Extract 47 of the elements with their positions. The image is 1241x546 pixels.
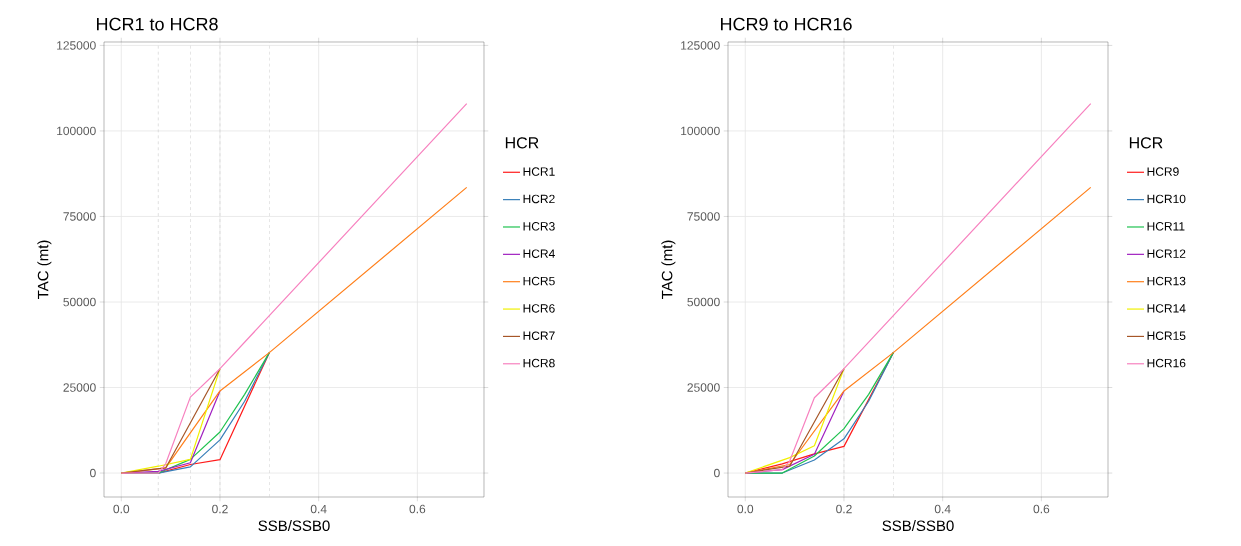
legend-label: HCR10 [1147, 194, 1186, 204]
x-tick-label: 0.6 [409, 504, 426, 514]
x-tick-label: 0.2 [836, 504, 852, 514]
legend-label: HCR1 [523, 167, 555, 176]
y-tick-label: 125000 [681, 41, 720, 50]
legend-label: HCR2 [523, 194, 555, 204]
line-series [120, 102, 468, 474]
y-tick-label: 100000 [57, 126, 96, 136]
legend-label: HCR4 [523, 249, 555, 258]
x-tick-label: 0.6 [1033, 504, 1050, 514]
y-tick-label: 0 [714, 468, 720, 478]
line-series [744, 102, 1092, 474]
x-tick-label: 0.2 [212, 504, 228, 514]
y-tick-label: 75000 [687, 212, 720, 221]
legend-label: HCR14 [1147, 304, 1186, 313]
x-tick-label: 0.4 [934, 504, 951, 514]
line-series [744, 352, 894, 474]
legend-label: HCR7 [523, 331, 555, 340]
legend-label: HCR15 [1147, 331, 1186, 340]
y-tick-label: 50000 [63, 297, 96, 307]
legend-label: HCR11 [1147, 222, 1185, 231]
chart-title: HCR1 to HCR8 [97, 17, 218, 31]
legend-label: HCR16 [1147, 358, 1186, 368]
legend-title: HCR [505, 137, 539, 149]
legend-label: HCR13 [1147, 276, 1186, 286]
legend-label: HCR3 [523, 222, 555, 231]
y-tick-label: 25000 [63, 383, 96, 392]
legend-label: HCR8 [523, 358, 555, 368]
x-axis-title: SSB/SSB0 [882, 520, 954, 532]
y-tick-label: 75000 [63, 212, 96, 221]
x-axis-title: SSB/SSB0 [258, 520, 330, 532]
y-tick-label: 50000 [687, 297, 720, 307]
x-tick-label: 0.4 [310, 504, 327, 514]
y-tick-label: 0 [90, 468, 96, 478]
x-tick-label: 0.0 [113, 504, 130, 514]
y-tick-label: 125000 [57, 41, 96, 50]
legend-label: HCR5 [523, 276, 555, 286]
y-tick-label: 100000 [681, 126, 720, 136]
y-axis-title: TAC (mt) [661, 240, 676, 300]
x-tick-label: 0.0 [737, 504, 754, 514]
y-tick-label: 25000 [687, 383, 720, 392]
legend-label: HCR9 [1147, 167, 1179, 176]
chart-title: HCR9 to HCR16 [721, 17, 852, 31]
legend-label: HCR6 [523, 304, 555, 313]
y-axis-title: TAC (mt) [37, 240, 52, 300]
legend-title: HCR [1129, 137, 1163, 149]
legend-label: HCR12 [1147, 249, 1186, 258]
